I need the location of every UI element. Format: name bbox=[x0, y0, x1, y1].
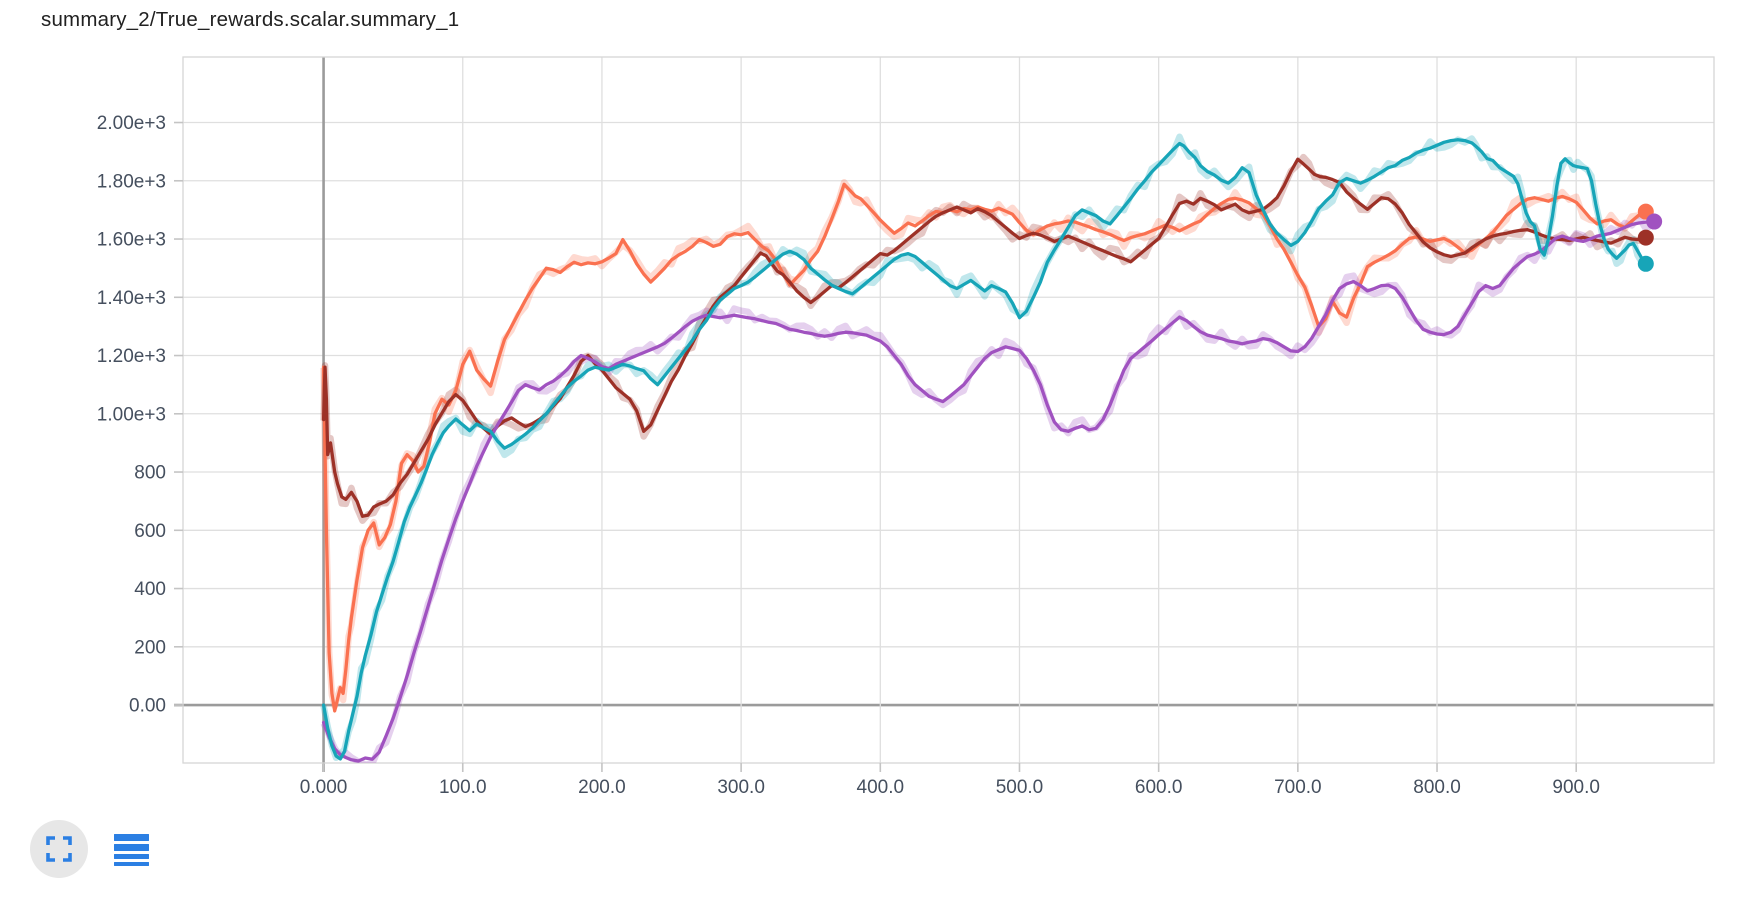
y-tick-label: 1.00e+3 bbox=[97, 404, 166, 425]
y-tick-label: 1.20e+3 bbox=[97, 346, 166, 367]
x-tick-label: 300.0 bbox=[717, 777, 765, 798]
series-line-purple bbox=[321, 219, 1656, 763]
x-tick-label: 800.0 bbox=[1413, 777, 1461, 798]
y-tick-label: 2.00e+3 bbox=[97, 113, 166, 134]
y-tick-label: 1.40e+3 bbox=[97, 288, 166, 309]
y-tick-label: 1.60e+3 bbox=[97, 230, 166, 251]
series-band-orange bbox=[320, 179, 1648, 710]
y-tick-label: 200 bbox=[134, 637, 166, 658]
y-tick-label: 1.80e+3 bbox=[97, 171, 166, 192]
horizontal-bars-icon bbox=[114, 834, 149, 842]
y-tick-label: 800 bbox=[134, 463, 166, 484]
series-line-teal bbox=[321, 138, 1648, 761]
series-band-purple bbox=[320, 214, 1656, 763]
x-tick-label: 500.0 bbox=[996, 777, 1044, 798]
plot-border bbox=[182, 56, 1715, 764]
expand-chart-button[interactable] bbox=[30, 820, 88, 878]
series-end-dot-purple bbox=[1646, 213, 1663, 230]
series-band-teal bbox=[320, 133, 1648, 762]
x-tick-label: 900.0 bbox=[1552, 777, 1600, 798]
x-tick-label: 700.0 bbox=[1274, 777, 1322, 798]
chart-controls bbox=[30, 820, 149, 878]
chart-title: summary_2/True_rewards.scalar.summary_1 bbox=[41, 8, 460, 31]
y-tick-label: 400 bbox=[134, 579, 166, 600]
x-tick-label: 600.0 bbox=[1135, 777, 1183, 798]
x-tick-label: 100.0 bbox=[439, 777, 487, 798]
data-menu-button[interactable] bbox=[114, 834, 149, 866]
x-tick-label: 400.0 bbox=[857, 777, 905, 798]
y-tick-label: 600 bbox=[134, 521, 166, 542]
series-end-dot-teal bbox=[1637, 255, 1654, 272]
series-line-dark-red bbox=[321, 157, 1648, 518]
y-tick-label: 0.00 bbox=[129, 696, 166, 717]
series-end-dot-dark-red bbox=[1637, 229, 1654, 246]
fullscreen-expand-icon bbox=[46, 836, 72, 862]
x-tick-label: 0.000 bbox=[300, 777, 348, 798]
x-tick-label: 200.0 bbox=[578, 777, 626, 798]
